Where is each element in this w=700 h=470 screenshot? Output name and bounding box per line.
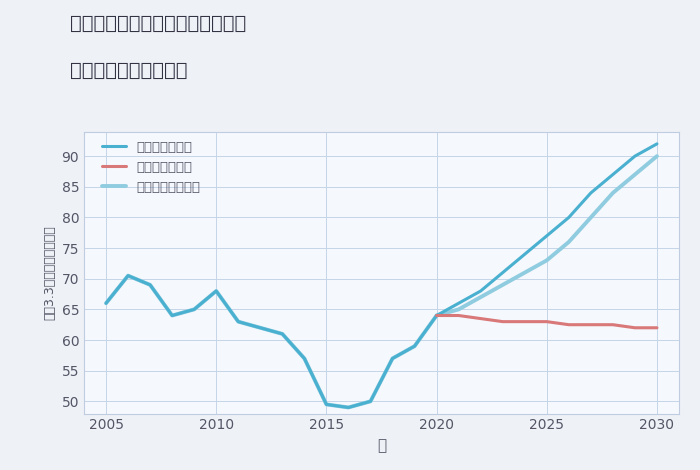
グッドシナリオ (433, 313, 441, 318)
ノーマルシナリオ (498, 282, 507, 288)
グッドシナリオ (477, 288, 485, 294)
バッドシナリオ (477, 316, 485, 321)
ノーマルシナリオ (653, 153, 662, 159)
バッドシナリオ (454, 313, 463, 318)
グッドシナリオ (498, 270, 507, 275)
Line: ノーマルシナリオ: ノーマルシナリオ (437, 156, 657, 315)
X-axis label: 年: 年 (377, 438, 386, 453)
Text: 岐阜県土岐市肥田浅野梅ノ木町の: 岐阜県土岐市肥田浅野梅ノ木町の (70, 14, 246, 33)
バッドシナリオ (521, 319, 529, 324)
グッドシナリオ (542, 233, 551, 239)
ノーマルシナリオ (477, 294, 485, 300)
グッドシナリオ (521, 251, 529, 257)
ノーマルシナリオ (609, 190, 617, 196)
ノーマルシナリオ (631, 172, 639, 177)
Legend: グッドシナリオ, バッドシナリオ, ノーマルシナリオ: グッドシナリオ, バッドシナリオ, ノーマルシナリオ (102, 141, 201, 195)
ノーマルシナリオ (587, 215, 595, 220)
グッドシナリオ (565, 215, 573, 220)
グッドシナリオ (631, 153, 639, 159)
グッドシナリオ (587, 190, 595, 196)
バッドシナリオ (433, 313, 441, 318)
Line: バッドシナリオ: バッドシナリオ (437, 315, 657, 328)
バッドシナリオ (498, 319, 507, 324)
グッドシナリオ (653, 141, 662, 147)
ノーマルシナリオ (521, 270, 529, 275)
グッドシナリオ (609, 172, 617, 177)
バッドシナリオ (653, 325, 662, 330)
ノーマルシナリオ (565, 239, 573, 245)
バッドシナリオ (542, 319, 551, 324)
ノーマルシナリオ (454, 306, 463, 312)
Y-axis label: 坪（3.3㎡）単価（万円）: 坪（3.3㎡）単価（万円） (43, 225, 56, 320)
グッドシナリオ (454, 300, 463, 306)
ノーマルシナリオ (542, 258, 551, 263)
Line: グッドシナリオ: グッドシナリオ (437, 144, 657, 315)
ノーマルシナリオ (433, 313, 441, 318)
バッドシナリオ (631, 325, 639, 330)
バッドシナリオ (609, 322, 617, 328)
Text: 中古戸建ての価格推移: 中古戸建ての価格推移 (70, 61, 188, 80)
バッドシナリオ (587, 322, 595, 328)
バッドシナリオ (565, 322, 573, 328)
